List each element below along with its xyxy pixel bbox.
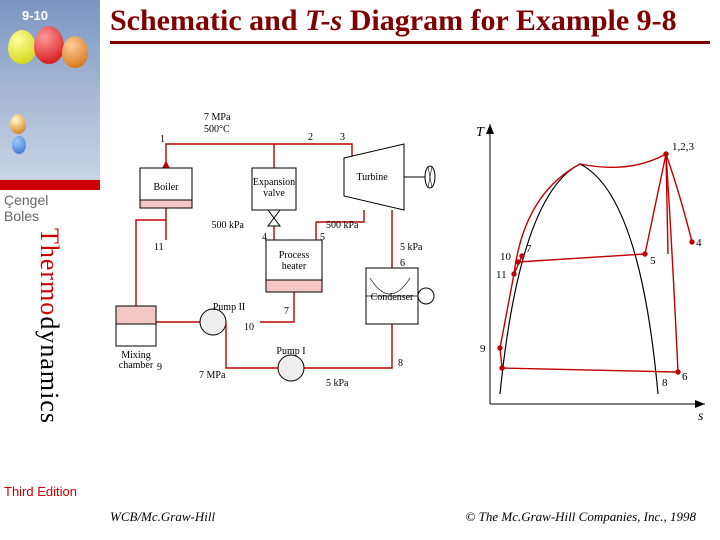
slide-number: 9-10 bbox=[22, 8, 48, 23]
title-text-ital: T-s bbox=[305, 4, 342, 37]
label-5kpa-1: 5 kPa bbox=[400, 242, 423, 253]
pt-2: 2 bbox=[308, 132, 313, 143]
title-text-post: Diagram for Example 9-8 bbox=[342, 4, 676, 37]
balloon-icon bbox=[62, 36, 88, 68]
footer: Third Edition WCB/Mc.Graw-Hill © The Mc.… bbox=[0, 484, 720, 540]
balloon-icon bbox=[8, 30, 36, 64]
ts-l-123: 1,2,3 bbox=[672, 141, 695, 153]
balloon-icon bbox=[10, 114, 26, 134]
label-expansion1: Expansion bbox=[253, 177, 295, 188]
vertical-title: Thermodynamics bbox=[34, 228, 64, 424]
ts-l-5: 5 bbox=[650, 255, 656, 267]
label-inlet-t: 500°C bbox=[204, 124, 230, 135]
pt-4: 4 bbox=[262, 232, 267, 243]
ts-l-6: 6 bbox=[682, 371, 688, 383]
title-underline bbox=[110, 41, 710, 44]
corner-image: 9-10 bbox=[0, 0, 100, 94]
ts-l-11: 11 bbox=[496, 269, 507, 281]
pt-1: 1 bbox=[160, 134, 165, 145]
label-mix2: chamber bbox=[119, 360, 154, 371]
pt-11: 11 bbox=[154, 242, 164, 253]
vertical-red: Thermo bbox=[35, 228, 64, 316]
label-7mpa: 7 MPa bbox=[199, 370, 226, 381]
sidebar-image bbox=[0, 94, 100, 180]
pt-8: 8 bbox=[398, 358, 403, 369]
balloon-icon bbox=[34, 26, 64, 64]
header: 9-10 Schematic and T-s Diagram for Examp… bbox=[0, 0, 720, 94]
footer-right: © The Mc.Graw-Hill Companies, Inc., 1998 bbox=[466, 509, 697, 525]
pt-5: 5 bbox=[320, 232, 325, 243]
label-inlet-p: 7 MPa bbox=[204, 112, 231, 123]
label-proc2: heater bbox=[282, 261, 307, 272]
page-title: Schematic and T-s Diagram for Example 9-… bbox=[100, 0, 720, 44]
label-pump2: Pump II bbox=[213, 302, 246, 313]
pt-6: 6 bbox=[400, 258, 405, 269]
author-line: Çengel bbox=[4, 192, 100, 208]
edition-label: Third Edition bbox=[0, 484, 720, 499]
ts-y-axis: T bbox=[476, 125, 485, 140]
author-line: Boles bbox=[4, 208, 100, 224]
pt-10: 10 bbox=[244, 322, 254, 333]
diagram-svg: 7 MPa 500°C bbox=[100, 106, 720, 461]
ts-l-4: 4 bbox=[696, 237, 702, 249]
label-500kpa-1: 500 kPa bbox=[212, 220, 245, 231]
authors: Çengel Boles bbox=[0, 190, 100, 226]
ts-l-9: 9 bbox=[480, 343, 486, 355]
label-500kpa-2: 500 kPa bbox=[326, 220, 359, 231]
label-5kpa-2: 5 kPa bbox=[326, 378, 349, 389]
pt-9: 9 bbox=[157, 362, 162, 373]
footer-left: WCB/Mc.Graw-Hill bbox=[110, 509, 215, 525]
label-expansion2: valve bbox=[263, 188, 285, 199]
sidebar: Çengel Boles Thermodynamics bbox=[0, 94, 100, 464]
ts-l-7: 7 bbox=[526, 243, 532, 255]
balloon-icon bbox=[12, 136, 26, 154]
ts-l-8: 8 bbox=[662, 377, 668, 389]
ts-l-10: 10 bbox=[500, 251, 512, 263]
title-text-pre: Schematic and bbox=[110, 4, 305, 37]
content-area: 7 MPa 500°C bbox=[100, 106, 720, 466]
label-pump1: Pump I bbox=[276, 346, 305, 357]
vertical-black: dynamics bbox=[35, 316, 64, 424]
label-turbine: Turbine bbox=[356, 172, 388, 183]
label-boiler: Boiler bbox=[154, 182, 180, 193]
label-proc1: Process bbox=[279, 250, 310, 261]
ts-x-axis: s bbox=[698, 409, 704, 424]
pt-7: 7 bbox=[284, 306, 289, 317]
sidebar-red-bar bbox=[0, 180, 100, 190]
pt-3: 3 bbox=[340, 132, 345, 143]
